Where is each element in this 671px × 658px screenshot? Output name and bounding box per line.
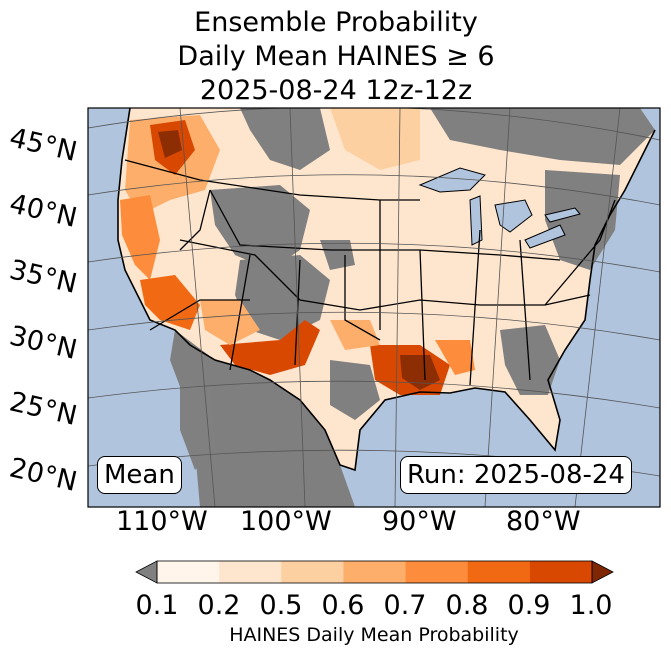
colorbar-tick: 0.1 [135,590,179,621]
lon-label-80w: 80°W [506,506,581,537]
mean-label-box: Mean [97,456,182,494]
colorbar-label: HAINES Daily Mean Probability [229,624,519,646]
land-south [170,330,355,507]
lon-label-100w: 100°W [240,506,332,537]
title-line-3: 2025-08-24 12z-12z [199,75,473,106]
colorbar-tick: 1.0 [569,590,613,621]
colorbar-tick: 0.6 [321,590,365,621]
state-borders [124,159,616,386]
colorbar-tick: 0.9 [507,590,551,621]
colorbar-tick: 0.8 [445,590,489,621]
title-line-1: Ensemble Probability [194,7,478,38]
lon-label-110w: 110°W [116,506,208,537]
colorbar-tick: 0.2 [197,590,241,621]
great-lakes [418,167,581,249]
map-frame [87,107,661,508]
colorbar-tick: 0.5 [259,590,303,621]
colorbar-tick: 0.7 [383,590,427,621]
lon-label-90w: 90°W [382,506,457,537]
run-date-box: Run: 2025-08-24 [400,456,632,494]
coastline [117,108,656,472]
title-line-2: Daily Mean HAINES ≥ 6 [177,41,495,72]
